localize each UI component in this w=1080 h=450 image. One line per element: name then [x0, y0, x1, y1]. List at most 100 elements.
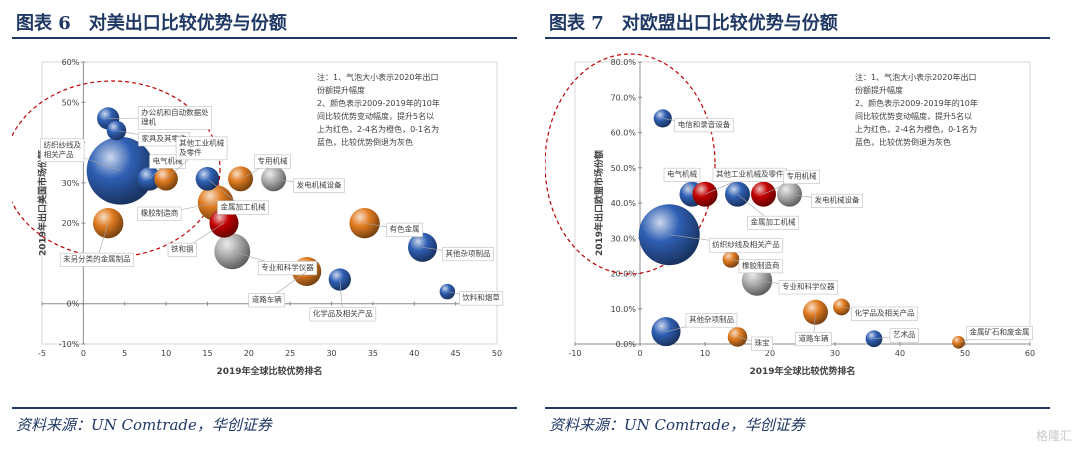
data-label-box: [663, 167, 701, 182]
data-label-box: [459, 291, 504, 306]
x-tick-label: 50: [960, 349, 970, 358]
data-label-box: [751, 336, 773, 351]
data-label-box: [137, 206, 182, 221]
data-label-box: [708, 238, 784, 253]
data-label-box: [167, 242, 197, 257]
highlight-ring: [545, 53, 716, 275]
data-label: 铁和钢: [171, 244, 194, 254]
y-tick-label: 0%: [67, 300, 80, 309]
data-label-box: [386, 222, 423, 237]
y-tick-label: 60.0%: [611, 129, 637, 138]
data-label-box: [738, 259, 783, 274]
y-tick-label: 40.0%: [611, 199, 637, 208]
y-tick-label: 30%: [62, 179, 80, 188]
data-label: 金属加工机械: [751, 217, 796, 227]
data-label: 家具及其零件: [141, 133, 186, 143]
data-label: 珠宝: [755, 337, 770, 347]
x-tick-label: 45: [451, 349, 461, 358]
data-label: 化学品及相关产品: [855, 307, 915, 317]
x-tick-label: 25: [285, 349, 295, 358]
y-tick-label: -10%: [59, 340, 80, 349]
x-axis-title: 2019年全球比较优势排名: [749, 365, 855, 377]
title-rule: [545, 37, 1050, 39]
chart-note: 注：1、气泡大小表示2020年出口份额提升幅度 2、颜色表示2009-2019年的…: [317, 72, 440, 147]
data-label: 有色金属: [390, 224, 420, 234]
x-tick-label: 20: [244, 349, 254, 358]
x-tick-label: 30: [830, 349, 840, 358]
data-label: 其他工业机械及零件: [716, 169, 784, 179]
data-label-box: [966, 325, 1033, 341]
data-label-box: [137, 106, 212, 130]
data-label: 艺术品: [893, 329, 916, 339]
data-label: 橡胶制造商: [141, 208, 179, 218]
data-label-box: [685, 313, 738, 328]
y-tick-label: 80.0%: [611, 58, 637, 67]
source-text: 资料来源：UN Comtrade，华创证券: [16, 416, 272, 434]
data-label: 道路车辆: [252, 294, 282, 304]
data-label: 其他杂项制品: [689, 314, 734, 324]
x-axis-title: 2019年全球比较优势排名: [216, 365, 322, 377]
data-label-box: [851, 306, 918, 321]
source-rule: [12, 407, 517, 409]
bubble: [92, 207, 124, 239]
y-axis-title: 2019年出口美国市场份额: [36, 150, 48, 256]
data-label: 办公机和自动数据处理机: [141, 107, 209, 127]
data-label: 化学品及相关产品: [313, 308, 373, 318]
data-label: 纺织纱线及相关产品: [712, 239, 780, 249]
data-label-box: [257, 261, 318, 276]
chart-note: 注：1、气泡大小表示2020年出口份额提升幅度 2、颜色表示2009-2019年的…: [855, 72, 978, 147]
bubble-chart-us: -505101520253035404550-10%0%10%20%30%40%…: [12, 58, 504, 377]
data-label: 道路车辆: [799, 333, 829, 343]
y-tick-label: 70.0%: [611, 93, 637, 102]
x-tick-label: 15: [202, 349, 212, 358]
data-label-box: [747, 215, 799, 230]
y-axis-title: 2019年出口欧盟市场份额: [593, 150, 605, 256]
data-label: 电信和录音设备: [678, 119, 731, 129]
x-tick-label: 40: [895, 349, 905, 358]
source-text: 资料来源：UN Comtrade，华创证券: [549, 416, 805, 434]
data-label: 专用机械: [258, 155, 288, 165]
data-label-box: [175, 136, 228, 161]
data-label: 未另分类的金属制品: [63, 254, 131, 264]
data-label: 饮料和烟草: [462, 292, 500, 302]
y-tick-label: 20.0%: [611, 270, 637, 279]
figure-title: 图表 7 对欧盟出口比较优势与份额: [549, 13, 838, 34]
data-label: 专业和科学仪器: [782, 281, 835, 291]
source-rule: [545, 407, 1050, 409]
data-label: 橡胶制造商: [742, 260, 780, 270]
y-tick-label: 30.0%: [611, 234, 637, 243]
plot-area: [41, 61, 498, 345]
x-tick-label: 30: [326, 349, 336, 358]
bubble: [651, 317, 681, 347]
data-label-box: [254, 154, 291, 169]
x-tick-label: 40: [409, 349, 419, 358]
x-tick-label: -5: [38, 349, 46, 358]
data-label-box: [778, 280, 838, 295]
data-label-box: [59, 252, 134, 267]
bubble: [653, 109, 672, 128]
chart-panel-eu: 图表 7 对欧盟出口比较优势与份额 -10 0 10 20 30 40 50 60 0.0% 10…: [545, 0, 1050, 450]
x-tick-label: 5: [122, 349, 127, 358]
x-tick-label: 35: [368, 349, 378, 358]
data-label-box: [795, 331, 832, 347]
y-tick-label: 10.0%: [611, 305, 637, 314]
data-label: 发电机械设备: [815, 195, 860, 205]
data-label-box: [783, 169, 820, 184]
data-label: 发电机械设备: [297, 179, 342, 189]
y-tick-label: 20%: [62, 219, 80, 228]
data-label: 金属加工机械: [220, 201, 265, 211]
data-label-box: [217, 200, 269, 215]
y-tick-label: 50%: [62, 98, 80, 107]
data-label: 其他杂项制品: [446, 248, 491, 258]
y-tick-label: 60%: [62, 58, 80, 67]
data-label: 电气机械: [667, 169, 697, 179]
data-label-box: [40, 138, 85, 163]
data-label: 电气机械: [153, 155, 183, 165]
x-tick-label: 20: [765, 349, 775, 358]
data-label-box: [889, 328, 919, 343]
data-label: 专业和科学仪器: [261, 262, 314, 272]
x-tick-label: 0: [81, 349, 86, 358]
bubble: [328, 268, 351, 291]
watermark-text: 格隆汇: [1035, 429, 1072, 443]
y-tick-label: 0.0%: [616, 340, 637, 349]
